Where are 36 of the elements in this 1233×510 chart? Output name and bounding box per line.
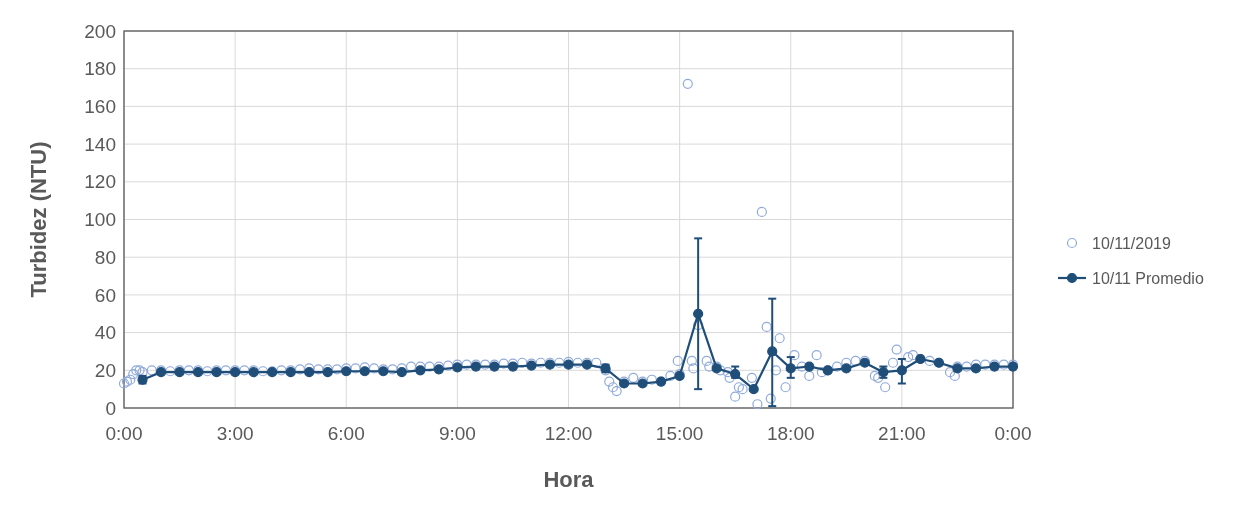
legend-label: 10/11/2019	[1092, 234, 1171, 252]
point	[785, 363, 796, 374]
y-tick-label: 180	[84, 58, 116, 80]
x-tick-label: 9:00	[438, 423, 476, 444]
y-tick-label: 160	[84, 96, 116, 118]
x-tick-label: 18:00	[766, 423, 815, 444]
y-tick-label: 40	[94, 322, 116, 344]
point	[396, 367, 407, 378]
y-axis-title: Turbidez (NTU)	[26, 141, 51, 298]
y-tick-label: 60	[94, 284, 116, 306]
point	[359, 366, 370, 377]
x-tick-label: 0:00	[994, 423, 1032, 444]
y-tick-label: 80	[94, 246, 116, 268]
point	[767, 346, 778, 357]
y-tick-label: 140	[84, 133, 116, 155]
point	[804, 361, 815, 372]
y-tick-label: 20	[94, 359, 116, 381]
point	[970, 363, 982, 374]
y-tick-label: 120	[84, 171, 116, 193]
point	[748, 384, 759, 395]
x-tick-label: 15:00	[655, 423, 704, 444]
y-tick-label: 100	[84, 209, 116, 231]
point	[896, 365, 907, 376]
point	[693, 308, 704, 319]
x-tick-label: 3:00	[216, 423, 254, 444]
x-tick-label: 0:00	[105, 423, 143, 444]
point	[415, 365, 426, 376]
y-tick-label: 200	[84, 20, 116, 42]
x-axis-title: Hora	[543, 467, 595, 492]
legend-label: 10/11 Promedio	[1092, 269, 1204, 287]
x-tick-label: 12:00	[544, 423, 593, 444]
point	[841, 363, 852, 374]
x-tick-label: 6:00	[327, 423, 365, 444]
point	[304, 367, 315, 378]
y-tick-label: 0	[105, 397, 116, 419]
x-tick-label: 21:00	[878, 423, 926, 444]
